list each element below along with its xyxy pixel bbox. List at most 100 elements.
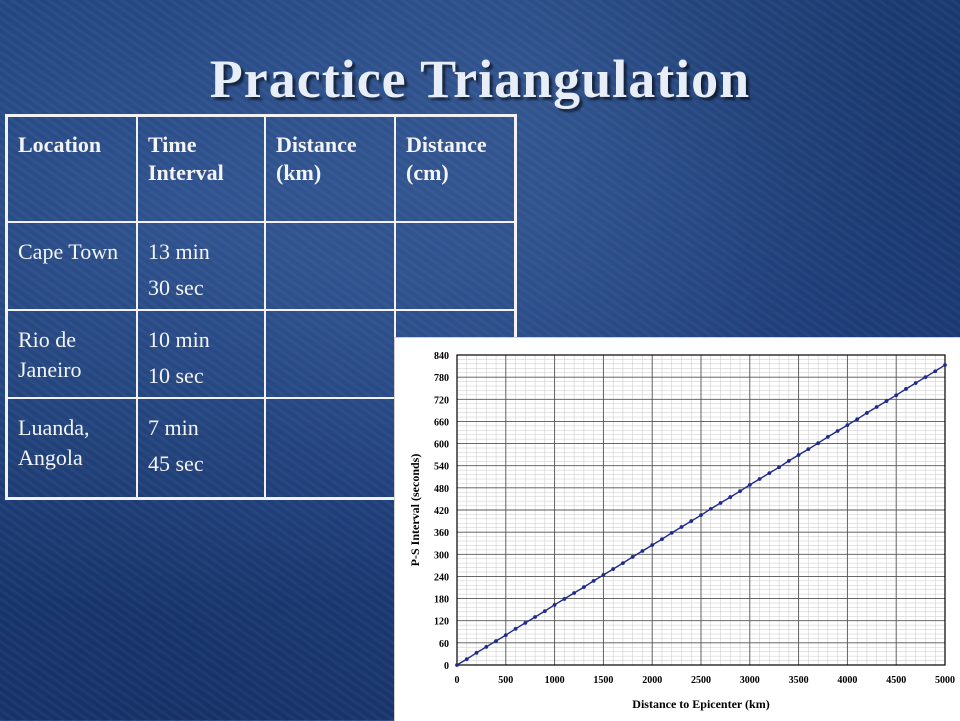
ps-interval-chart-panel: 0 60 120 180 240 300 360 420 480 540 600 660 720 780 8… xyxy=(394,337,960,721)
chart-series-points xyxy=(455,363,947,667)
chart-data-point xyxy=(494,639,498,643)
chart-x-tick-label: 5000 xyxy=(935,675,955,686)
chart-x-tick-label: 1500 xyxy=(593,675,613,686)
chart-data-point xyxy=(533,615,537,619)
chart-x-tick-label: 2000 xyxy=(642,675,662,686)
chart-x-tick-label: 1000 xyxy=(545,675,565,686)
chart-data-point xyxy=(621,561,625,566)
chart-data-point xyxy=(855,417,860,422)
time-minutes: 7 min xyxy=(148,415,199,440)
chart-data-point xyxy=(455,663,459,667)
chart-y-tick-label: 540 xyxy=(434,462,449,473)
chart-data-point xyxy=(777,465,781,470)
chart-data-point xyxy=(796,453,801,457)
chart-data-point xyxy=(679,525,684,529)
chart-y-tick-label: 480 xyxy=(434,484,449,495)
cell-time-interval: 7 min 45 sec xyxy=(136,397,266,500)
chart-data-point xyxy=(650,543,655,547)
chart-data-point xyxy=(718,501,723,505)
chart-y-tick-label: 660 xyxy=(434,417,449,428)
chart-y-tick-label: 360 xyxy=(434,528,449,539)
chart-data-point xyxy=(728,495,733,499)
chart-y-tick-label: 0 xyxy=(444,661,449,672)
cell-location: Cape Town xyxy=(5,221,138,311)
chart-data-point xyxy=(923,375,928,380)
chart-data-point xyxy=(464,657,469,661)
chart-x-tick-label: 4000 xyxy=(837,675,857,686)
chart-data-point xyxy=(552,602,557,607)
chart-data-point xyxy=(757,477,762,481)
chart-data-point xyxy=(630,554,635,559)
chart-plot-frame xyxy=(456,354,946,666)
chart-x-tick-label: 3000 xyxy=(740,675,760,686)
cell-time-interval: 10 min 10 sec xyxy=(136,309,266,399)
chart-y-tick-label: 300 xyxy=(434,550,449,561)
ps-interval-chart: 0 60 120 180 240 300 360 420 480 540 600 660 720 780 8… xyxy=(408,351,956,711)
chart-y-tick-label: 60 xyxy=(439,639,449,650)
chart-data-point xyxy=(562,597,567,601)
chart-data-point xyxy=(865,411,869,415)
table-row: Cape Town 13 min 30 sec xyxy=(5,221,517,311)
chart-data-point xyxy=(542,609,547,614)
chart-data-point xyxy=(523,621,528,625)
chart-x-tick-label: 0 xyxy=(455,675,460,686)
chart-data-point xyxy=(640,549,645,553)
chart-data-point xyxy=(660,537,664,542)
cell-time-interval: 13 min 30 sec xyxy=(136,221,266,311)
chart-y-tick-label: 720 xyxy=(434,395,449,406)
chart-data-point xyxy=(786,459,791,463)
time-seconds: 45 sec xyxy=(148,451,204,476)
cell-distance-cm[interactable] xyxy=(394,221,517,311)
chart-data-point xyxy=(699,513,703,518)
chart-x-tick-label: 3500 xyxy=(789,675,809,686)
chart-data-point xyxy=(591,578,596,583)
time-minutes: 10 min xyxy=(148,327,210,352)
chart-x-tick-labels: 0 500 1000 1500 2000 2500 3000 3500 4000 4500 5000 xyxy=(455,675,956,686)
chart-data-point xyxy=(884,399,889,404)
chart-data-point xyxy=(767,471,772,475)
chart-data-point xyxy=(874,405,879,409)
cell-location: Rio de Janeiro xyxy=(5,309,138,399)
chart-data-point xyxy=(943,363,947,367)
time-minutes: 13 min xyxy=(148,239,210,264)
table-header-row: Location Time Interval Distance (km) Dis… xyxy=(5,114,517,223)
chart-data-point xyxy=(474,650,479,655)
time-seconds: 30 sec xyxy=(148,275,204,300)
header-distance-km: Distance (km) xyxy=(264,114,396,223)
chart-x-tick-label: 4500 xyxy=(886,675,906,686)
chart-data-point xyxy=(913,381,918,385)
chart-y-tick-labels: 0 60 120 180 240 300 360 420 480 540 600 660 720 780 8… xyxy=(434,351,449,672)
chart-y-axis-label: P-S Interval (seconds) xyxy=(408,454,422,567)
chart-data-point xyxy=(601,573,606,577)
chart-y-tick-label: 420 xyxy=(434,506,449,517)
chart-data-point xyxy=(933,369,938,374)
chart-data-point xyxy=(689,519,694,523)
chart-data-point xyxy=(513,626,518,631)
chart-data-point xyxy=(572,591,577,595)
cell-location: Luanda, Angola xyxy=(5,397,138,500)
chart-data-point xyxy=(611,567,616,571)
time-seconds: 10 sec xyxy=(148,363,204,388)
cell-distance-km[interactable] xyxy=(264,221,396,311)
chart-data-point xyxy=(503,633,508,638)
chart-x-tick-label: 2500 xyxy=(691,675,711,686)
header-location: Location xyxy=(5,114,138,223)
cell-distance-km[interactable] xyxy=(264,397,396,500)
chart-y-tick-label: 840 xyxy=(434,351,449,362)
chart-data-point xyxy=(669,530,674,535)
chart-x-tick-label: 500 xyxy=(498,675,513,686)
chart-y-tick-label: 600 xyxy=(434,440,449,451)
chart-data-point xyxy=(581,585,586,590)
chart-data-point xyxy=(845,423,850,428)
chart-data-point xyxy=(484,645,489,649)
chart-y-tick-label: 120 xyxy=(434,617,449,628)
chart-y-tick-label: 240 xyxy=(434,572,449,583)
chart-data-point xyxy=(806,447,811,452)
chart-data-point xyxy=(708,506,713,511)
chart-data-point xyxy=(894,393,899,398)
chart-data-point xyxy=(825,435,830,439)
slide-title: Practice Triangulation xyxy=(209,49,751,109)
cell-distance-km[interactable] xyxy=(264,309,396,399)
chart-major-grid xyxy=(456,354,946,666)
chart-y-tick-label: 780 xyxy=(434,373,449,384)
